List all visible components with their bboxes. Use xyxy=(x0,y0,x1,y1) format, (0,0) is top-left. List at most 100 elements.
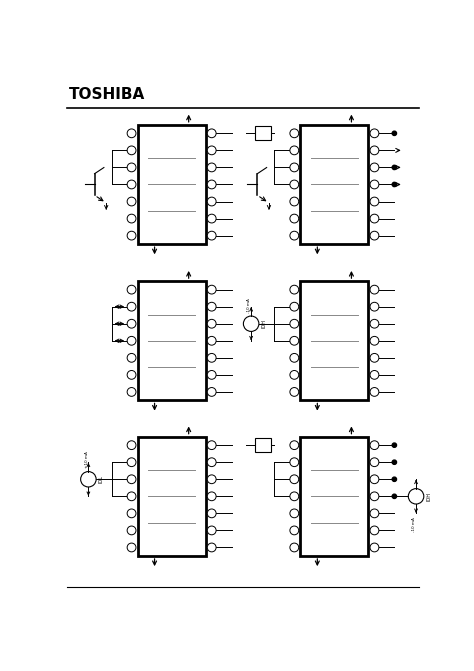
Bar xyxy=(137,437,206,556)
Circle shape xyxy=(290,370,299,379)
Circle shape xyxy=(370,354,379,362)
Circle shape xyxy=(290,197,299,206)
Circle shape xyxy=(207,336,216,345)
Circle shape xyxy=(207,354,216,362)
Circle shape xyxy=(370,285,379,294)
Circle shape xyxy=(370,163,379,172)
Circle shape xyxy=(127,180,136,189)
Bar xyxy=(137,281,206,401)
Text: -10 mA: -10 mA xyxy=(247,298,251,313)
Circle shape xyxy=(392,165,397,170)
Circle shape xyxy=(290,354,299,362)
Circle shape xyxy=(207,543,216,552)
Circle shape xyxy=(392,460,397,464)
Circle shape xyxy=(127,303,136,311)
Circle shape xyxy=(290,509,299,518)
Circle shape xyxy=(290,285,299,294)
Circle shape xyxy=(127,285,136,294)
Circle shape xyxy=(290,543,299,552)
Circle shape xyxy=(127,163,136,172)
Circle shape xyxy=(290,526,299,535)
Circle shape xyxy=(207,319,216,328)
Circle shape xyxy=(290,231,299,240)
Circle shape xyxy=(370,336,379,345)
Circle shape xyxy=(127,458,136,466)
Circle shape xyxy=(370,441,379,450)
Circle shape xyxy=(207,388,216,397)
Text: -10 mA: -10 mA xyxy=(412,517,416,532)
Circle shape xyxy=(127,146,136,155)
Circle shape xyxy=(207,214,216,223)
Circle shape xyxy=(370,458,379,466)
Circle shape xyxy=(370,492,379,501)
Circle shape xyxy=(370,180,379,189)
Circle shape xyxy=(207,441,216,450)
Circle shape xyxy=(207,509,216,518)
Circle shape xyxy=(207,146,216,155)
Circle shape xyxy=(392,443,397,448)
Circle shape xyxy=(290,146,299,155)
Circle shape xyxy=(127,492,136,501)
Circle shape xyxy=(127,197,136,206)
Circle shape xyxy=(207,492,216,501)
Circle shape xyxy=(127,543,136,552)
Circle shape xyxy=(392,131,397,136)
Circle shape xyxy=(370,303,379,311)
Bar xyxy=(255,438,271,452)
Circle shape xyxy=(290,441,299,450)
Circle shape xyxy=(127,354,136,362)
Circle shape xyxy=(290,492,299,501)
Circle shape xyxy=(370,319,379,328)
Circle shape xyxy=(127,336,136,345)
Circle shape xyxy=(127,526,136,535)
Circle shape xyxy=(207,303,216,311)
Bar xyxy=(300,437,368,556)
Circle shape xyxy=(370,214,379,223)
Circle shape xyxy=(290,129,299,138)
Circle shape xyxy=(207,180,216,189)
Circle shape xyxy=(290,475,299,484)
Circle shape xyxy=(207,475,216,484)
Circle shape xyxy=(392,494,397,499)
Circle shape xyxy=(370,231,379,240)
Circle shape xyxy=(81,472,96,487)
Bar xyxy=(137,125,206,244)
Circle shape xyxy=(408,488,424,504)
Circle shape xyxy=(127,370,136,379)
Circle shape xyxy=(290,303,299,311)
Circle shape xyxy=(392,183,397,187)
Circle shape xyxy=(207,163,216,172)
Circle shape xyxy=(127,231,136,240)
Circle shape xyxy=(370,370,379,379)
Circle shape xyxy=(127,388,136,397)
Circle shape xyxy=(207,370,216,379)
Circle shape xyxy=(370,129,379,138)
Circle shape xyxy=(370,526,379,535)
Circle shape xyxy=(290,319,299,328)
Circle shape xyxy=(290,458,299,466)
Bar xyxy=(300,125,368,244)
Circle shape xyxy=(127,319,136,328)
Text: IOH: IOH xyxy=(261,319,266,328)
Circle shape xyxy=(127,129,136,138)
Circle shape xyxy=(370,146,379,155)
Circle shape xyxy=(290,214,299,223)
Circle shape xyxy=(370,197,379,206)
Circle shape xyxy=(243,316,259,331)
Text: +10 mA: +10 mA xyxy=(84,452,89,468)
Circle shape xyxy=(370,509,379,518)
Circle shape xyxy=(207,231,216,240)
Circle shape xyxy=(127,441,136,450)
Circle shape xyxy=(127,509,136,518)
Circle shape xyxy=(207,197,216,206)
Circle shape xyxy=(290,336,299,345)
Circle shape xyxy=(290,163,299,172)
Bar xyxy=(255,126,271,140)
Circle shape xyxy=(370,543,379,552)
Circle shape xyxy=(392,477,397,481)
Text: TOSHIBA: TOSHIBA xyxy=(69,87,146,102)
Text: IOH: IOH xyxy=(426,492,431,501)
Circle shape xyxy=(370,388,379,397)
Circle shape xyxy=(127,475,136,484)
Bar xyxy=(300,281,368,401)
